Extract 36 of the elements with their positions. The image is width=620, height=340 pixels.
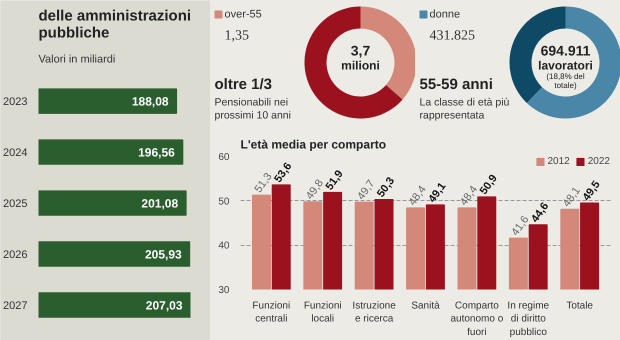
data-label: 201,08 <box>141 196 178 211</box>
text: La classe di età più rappresentata <box>420 96 510 122</box>
x-tick-label: Funzioni locali <box>304 300 342 325</box>
y-tick-label: 2026 <box>3 249 28 262</box>
x-tick-label: Sanità <box>411 300 440 312</box>
x-tick-label: In regime di diritto pubblico <box>507 300 550 338</box>
data-label: 196,56 <box>138 146 176 160</box>
chart-title: delle amministrazioni pubbliche <box>38 8 192 42</box>
data-label: 205,93 <box>144 248 182 262</box>
y-tick-label: 2024 <box>3 147 28 160</box>
data-label: 207,03 <box>146 298 183 313</box>
legend-label: 2022 <box>588 156 610 167</box>
y-tick-label: 40 <box>218 240 230 252</box>
y-tick-label: 2027 <box>3 300 28 312</box>
legend-label: donne <box>430 8 460 20</box>
chart-title: L'età media per comparto <box>240 138 386 152</box>
data-label: 431.825 <box>430 28 475 44</box>
text: 3,7 milioni <box>341 42 380 72</box>
text: Pensionabili nei prossimi 10 anni <box>214 96 291 122</box>
legend-label: over-55 <box>224 8 262 20</box>
x-tick-label: Funzioni centrali <box>252 300 290 325</box>
text: oltre 1/3 <box>214 76 272 93</box>
x-tick-label: Istruzione e ricerca <box>352 300 396 325</box>
chart-subtitle: Valori in miliardi <box>38 54 116 66</box>
y-tick-label: 2023 <box>3 96 28 108</box>
data-label: 188,08 <box>132 94 169 109</box>
y-tick-label: 30 <box>218 285 230 296</box>
x-tick-label: Comparto autonomo o fuori <box>450 300 504 338</box>
y-tick-label: 60 <box>218 152 230 163</box>
text: 55-59 anni <box>420 76 493 93</box>
y-tick-label: 2025 <box>3 198 28 210</box>
data-label: 1,35 <box>224 28 249 44</box>
y-tick-label: 50 <box>218 196 230 208</box>
x-tick-label: Totale <box>566 300 594 312</box>
legend-label: 2012 <box>548 156 570 167</box>
text: 694.911 lavoratori (18,8% del totale) <box>538 42 593 90</box>
